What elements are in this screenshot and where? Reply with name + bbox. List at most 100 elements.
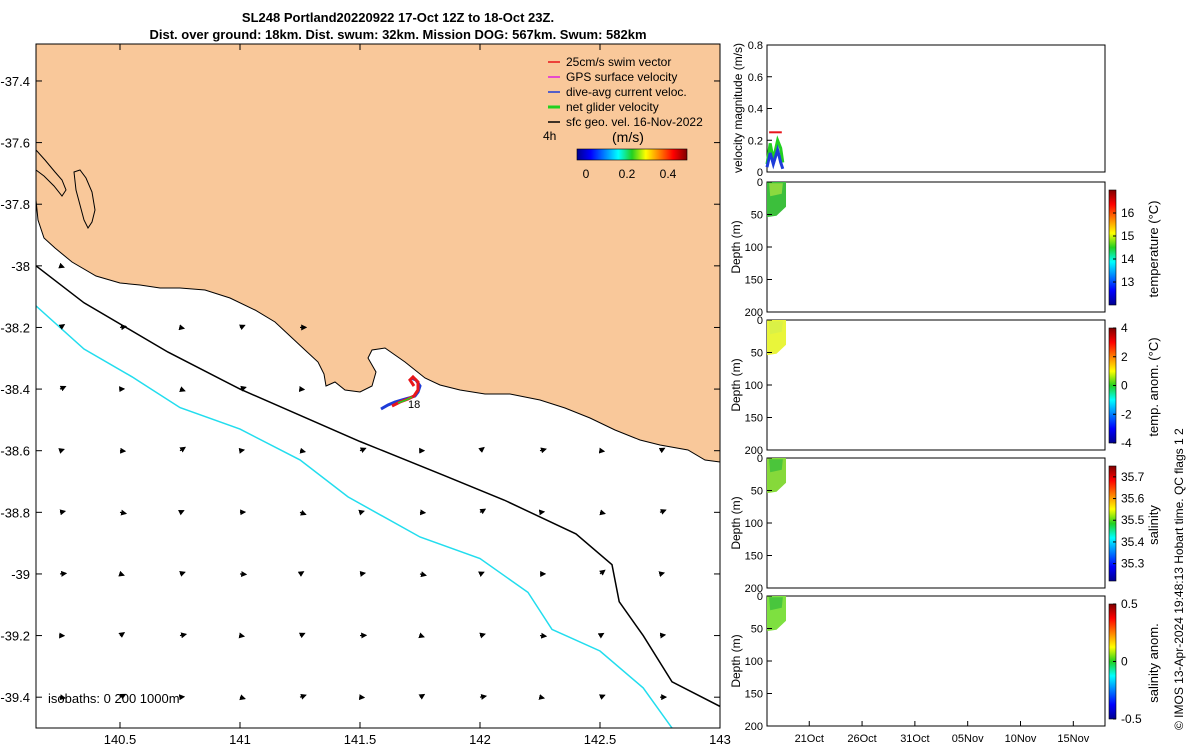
map-y-tick-label: -38.4 [0, 382, 30, 397]
section-data-patch [769, 597, 783, 611]
section-frame [766, 181, 1106, 313]
colorbar-tick-label: 35.6 [1121, 492, 1145, 506]
section-y-axis-label: Depth (m) [729, 220, 743, 273]
surface-velocity-arrow [238, 324, 246, 331]
legend-entry-label: dive-avg current veloc. [566, 85, 687, 99]
surface-velocity-arrow [239, 385, 247, 392]
colorbar-tick-label: 2 [1121, 350, 1128, 364]
surface-velocity-arrow [177, 509, 185, 516]
colorbar-tick-label: 35.7 [1121, 470, 1145, 484]
section-y-tick-label: 50 [751, 624, 763, 636]
chart-title-line-2: Dist. over ground: 18km. Dist. swum: 32k… [149, 27, 647, 42]
copyright-note: © IMOS 13-Apr-2024 19:48:13 Hobart time.… [1172, 428, 1186, 730]
surface-velocity-arrow [239, 694, 246, 701]
velocity-axis-label: velocity magnitude (m/s) [731, 43, 745, 173]
map-x-tick-label: 141 [229, 732, 251, 747]
section-panel: 0 50 100 150 200 Depth (m) 35.3 35.4 35.5 35.6 35.… [729, 453, 1161, 595]
map-x-tick-label: 142.5 [584, 732, 617, 747]
colorbar-tick-label: 14 [1121, 252, 1135, 266]
map-x-tick-label: 141.5 [344, 732, 377, 747]
section-y-axis-label: Depth (m) [729, 634, 743, 687]
section-y-tick-label: 150 [745, 689, 763, 701]
section-y-tick-label: 100 [745, 380, 763, 392]
surface-velocity-arrow [538, 509, 546, 516]
colorbar-tick-label: 0 [1121, 379, 1128, 393]
surface-velocity-arrow [297, 571, 305, 577]
isobaths-label: isobaths: 0 200 1000m [48, 691, 180, 706]
surface-velocity-arrow [299, 693, 307, 700]
map-y-tick-label: -37.4 [0, 74, 30, 89]
legend-entry-label: 25cm/s swim vector [566, 55, 671, 69]
surface-velocity-arrow [59, 385, 67, 392]
map-y-tick-label: -37.8 [0, 197, 30, 212]
surface-velocity-arrow [59, 509, 67, 516]
map-frame [35, 43, 721, 729]
velocity-y-tick-label: 0 [757, 167, 763, 179]
legend-entry-label: net glider velocity [566, 100, 659, 114]
surface-velocity-arrow [599, 694, 606, 700]
section-x-tick-label: 10Nov [1005, 733, 1037, 745]
surface-velocity-arrow [599, 569, 606, 576]
colorbar-tick-label: 0.5 [1121, 597, 1138, 611]
legend-scale-label: 4h [543, 129, 556, 143]
velocity-panel: 0 0.2 0.4 0.6 0.8 velocity magnitude (m/s) [731, 40, 1106, 179]
surface-velocity-arrow [299, 447, 307, 454]
surface-velocity-arrow [478, 446, 485, 453]
glider-track: 18 [380, 374, 422, 411]
section-y-tick-label: 150 [745, 413, 763, 425]
map-x-tick-label: 142 [469, 732, 491, 747]
section-colorbar [1108, 189, 1117, 306]
section-y-tick-label: 150 [745, 551, 763, 563]
velocity-y-tick-label: 0.4 [748, 104, 763, 116]
coast-peninsula [36, 149, 67, 197]
surface-velocity-arrow [298, 632, 306, 639]
colorbar-tick-label: -4 [1121, 436, 1132, 450]
section-y-tick-label: 200 [745, 307, 763, 319]
colorbar-tick: 0 [583, 167, 590, 181]
section-y-tick-label: 50 [751, 210, 763, 222]
surface-velocity-arrow [418, 632, 425, 639]
surface-velocity-arrow [599, 509, 606, 516]
colorbar-units-label: (m/s) [612, 129, 644, 145]
surface-velocity-arrow [179, 632, 188, 639]
surface-velocity-arrow [479, 508, 487, 515]
track-day-label: 18 [408, 399, 420, 411]
section-frame [766, 319, 1106, 451]
surface-velocity-arrow [119, 509, 128, 516]
surface-velocity-arrow [658, 571, 666, 578]
section-frame [766, 457, 1106, 589]
section-y-tick-label: 0 [757, 177, 763, 189]
surface-velocity-arrow [59, 570, 68, 577]
speed-colorbar [576, 148, 688, 161]
section-data-patch [769, 183, 783, 197]
surface-velocity-arrow [118, 570, 125, 577]
isobath-200m [36, 265, 720, 708]
colorbar-label: salinity anom. [1146, 623, 1161, 702]
surface-velocity-arrow [179, 571, 186, 577]
surface-velocity-arrow [178, 324, 186, 331]
map-y-tick-label: -38 [11, 259, 30, 274]
surface-velocity-arrow [478, 571, 485, 577]
map-plot-area: 18 [36, 44, 720, 728]
section-y-axis-label: Depth (m) [729, 358, 743, 411]
map-y-tick-label: -38.8 [0, 505, 30, 520]
map-x-axis: 140.5 141 141.5 142 142.5 143 [104, 44, 731, 747]
section-panel: 0 50 100 150 200 Depth (m) -4 -2 0 2 4 temp. anom. … [729, 315, 1161, 457]
section-y-tick-label: 100 [745, 518, 763, 530]
section-y-tick-label: 200 [745, 583, 763, 595]
section-y-axis-label: Depth (m) [729, 496, 743, 549]
map-x-tick-label: 143 [709, 732, 731, 747]
section-x-tick-label: 26Oct [847, 733, 876, 745]
colorbar-tick: 0.4 [660, 167, 677, 181]
colorbar-tick-label: 35.3 [1121, 557, 1145, 571]
section-x-tick-label: 15Nov [1057, 733, 1089, 745]
section-x-tick-label: 31Oct [900, 733, 929, 745]
colorbar-tick-label: 35.4 [1121, 535, 1145, 549]
surface-velocity-arrow [479, 632, 486, 639]
surface-velocity-arrow [597, 632, 605, 639]
isobath-1000m [36, 305, 673, 728]
colorbar-label: temp. anom. (°C) [1146, 337, 1161, 436]
section-y-tick-label: 200 [745, 721, 763, 733]
map-y-tick-label: -37.6 [0, 136, 30, 151]
